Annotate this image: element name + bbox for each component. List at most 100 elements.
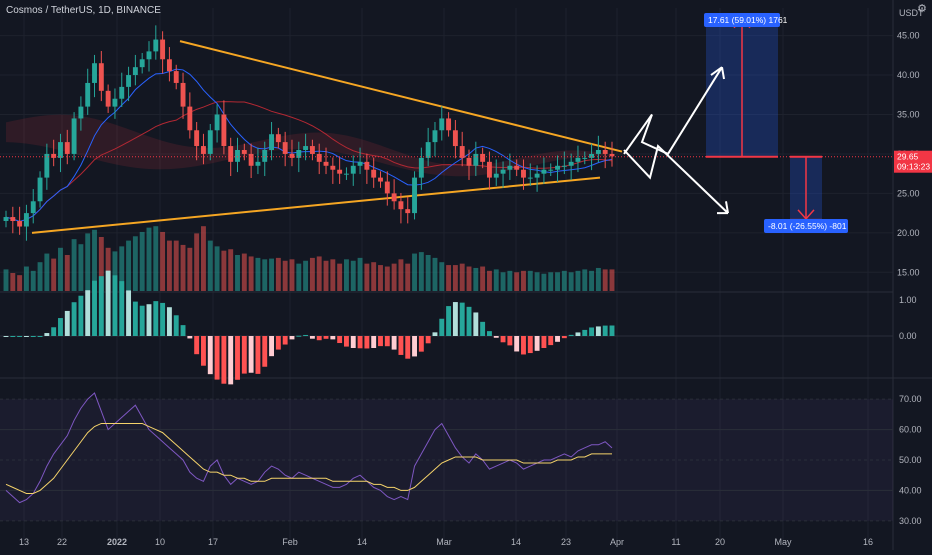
currency-label: USDT: [899, 8, 924, 18]
macd-histogram-bar: [391, 336, 397, 350]
candle-body: [343, 173, 349, 175]
candle-body: [146, 51, 152, 60]
macd-histogram-bar: [71, 302, 77, 336]
candle-body: [228, 146, 234, 162]
macd-histogram-bar: [255, 336, 261, 374]
macd-histogram-bar: [303, 334, 309, 336]
candle-body: [582, 157, 588, 159]
time-tick-label: Feb: [282, 537, 298, 547]
macd-histogram-bar: [555, 336, 560, 342]
candle-body: [44, 153, 50, 178]
volume-bar: [228, 249, 234, 291]
macd-histogram-bar: [582, 329, 588, 336]
time-tick-label: 2022: [107, 537, 127, 547]
volume-bar: [269, 258, 275, 291]
candle-body: [398, 201, 404, 210]
candle-body: [609, 153, 615, 157]
macd-histogram-bar: [432, 332, 438, 336]
macd-histogram-bar: [275, 336, 281, 350]
macd-histogram-bar: [64, 310, 70, 336]
macd-histogram-bar: [343, 336, 349, 347]
macd-histogram-bar: [398, 336, 404, 355]
macd-histogram-bar: [112, 275, 118, 336]
candle-body: [255, 161, 261, 166]
macd-histogram-bar: [364, 336, 370, 349]
volume-bar: [112, 251, 118, 291]
bear-projection: [623, 144, 729, 214]
macd-histogram-bar: [139, 305, 145, 336]
candle-body: [378, 177, 383, 182]
volume-bar: [85, 233, 91, 291]
volume-bar: [282, 260, 288, 291]
candle-body: [555, 165, 560, 170]
macd-histogram-bar: [289, 336, 295, 340]
candle-body: [173, 71, 179, 83]
candle-body: [187, 106, 193, 131]
volume-bar: [432, 257, 438, 291]
macd-histogram-bar: [17, 336, 23, 337]
ma-fast-line: [5, 68, 613, 223]
candle-body: [194, 130, 200, 147]
volume-bar: [303, 260, 309, 291]
volume-bar: [58, 247, 63, 291]
candle-body: [30, 201, 36, 214]
macd-histogram-bar: [119, 281, 125, 336]
macd-histogram-bar: [194, 336, 200, 355]
volume-bar: [275, 257, 281, 291]
time-tick-label: May: [774, 537, 792, 547]
volume-bar: [398, 259, 404, 291]
candle-body: [214, 114, 220, 131]
volume-bar: [166, 240, 172, 291]
time-tick-label: 22: [57, 537, 67, 547]
macd-histogram-bar: [228, 336, 234, 385]
lower-trendline: [31, 176, 601, 234]
candle-body: [201, 146, 206, 154]
macd-histogram-bar: [269, 336, 275, 357]
volume-bar: [350, 260, 356, 291]
macd-histogram-bar: [85, 290, 91, 336]
volume-bar: [160, 231, 166, 291]
long-label-box: [704, 13, 780, 27]
volume-bar: [23, 266, 29, 291]
volume-bar: [30, 270, 36, 291]
gear-icon[interactable]: ⚙: [917, 3, 927, 15]
cloud-band: [6, 114, 612, 177]
candle-body: [439, 118, 445, 131]
macd-histogram-bar: [105, 270, 111, 336]
volume-bar: [330, 259, 336, 291]
rsi-tick-label: 30.00: [899, 516, 922, 526]
candle-body: [480, 153, 486, 162]
candle-body: [275, 134, 281, 143]
candle-body: [58, 142, 63, 158]
volume-bar: [602, 269, 608, 291]
candle-body: [350, 165, 356, 174]
candle-body: [71, 118, 77, 154]
candle-body: [139, 59, 145, 68]
volume-bar: [405, 263, 411, 291]
volume-bar: [78, 244, 84, 291]
volume-bar: [221, 250, 227, 291]
last-price-countdown: 09:13:23: [897, 162, 930, 172]
volume-bar: [17, 275, 23, 291]
candle-body: [17, 221, 23, 227]
volume-bar: [241, 253, 247, 291]
candle-body: [466, 157, 472, 166]
bull-projection: [623, 66, 723, 156]
candle-body: [207, 130, 213, 154]
volume-bar: [371, 262, 377, 291]
volume-bar: [364, 263, 370, 291]
candle-body: [500, 169, 506, 174]
volume-bar: [555, 272, 560, 291]
macd-histogram-bar: [350, 336, 356, 348]
candle-body: [412, 177, 417, 214]
candle-body: [112, 98, 118, 107]
macd-histogram-bar: [37, 336, 43, 337]
short-label-box: [764, 219, 848, 233]
macd-histogram-bar: [459, 302, 465, 336]
volume-bar: [248, 256, 254, 291]
volume-bar: [575, 270, 581, 291]
volume-bar: [378, 265, 383, 291]
volume-bar: [357, 257, 363, 291]
macd-histogram-bar: [173, 315, 179, 336]
